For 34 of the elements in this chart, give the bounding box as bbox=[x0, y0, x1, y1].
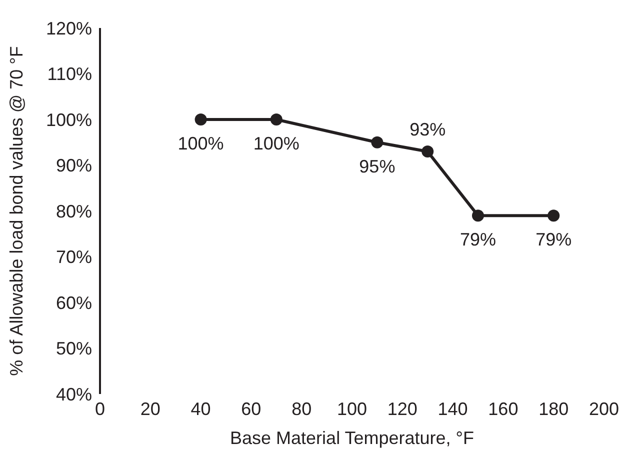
x-tick-label: 20 bbox=[140, 398, 160, 419]
y-tick-label: 50% bbox=[56, 338, 92, 359]
point bbox=[422, 146, 434, 158]
x-axis-title: Base Material Temperature, °F bbox=[230, 428, 474, 448]
x-tick-label: 0 bbox=[94, 398, 106, 419]
x-tick-label: 140 bbox=[438, 398, 468, 419]
x-tick-label: 160 bbox=[488, 398, 518, 419]
text: 95% bbox=[359, 156, 396, 176]
y-tick-label: 60% bbox=[56, 292, 92, 313]
text: 100% bbox=[253, 134, 300, 154]
x-tick-label: 200 bbox=[588, 398, 620, 419]
x-tick-label: 100 bbox=[336, 398, 368, 419]
y-tick-label: 110% bbox=[47, 64, 92, 84]
x-tick-label: 60 bbox=[241, 398, 262, 419]
x-tick-label: 80 bbox=[292, 398, 312, 419]
y-tick-label: 70% bbox=[56, 247, 92, 268]
y-tick-label: 40% bbox=[56, 384, 92, 404]
point bbox=[270, 114, 282, 126]
x-tick-label: 180 bbox=[538, 398, 569, 419]
point bbox=[548, 210, 560, 222]
point bbox=[371, 136, 384, 148]
y-tick-label: 120% bbox=[46, 18, 92, 38]
y-tick-label: 100% bbox=[46, 110, 92, 130]
point bbox=[194, 114, 207, 126]
point bbox=[472, 210, 484, 222]
y-tick-label: 80% bbox=[56, 201, 92, 222]
x-tick-label: 120 bbox=[387, 398, 418, 419]
text: 100% bbox=[178, 134, 224, 154]
y-tick-label: 90% bbox=[56, 156, 92, 176]
text: 79% bbox=[460, 230, 496, 250]
text: 79% bbox=[536, 230, 572, 250]
y-axis-title: % of Allowable load bond values @ 70 °F bbox=[6, 46, 26, 376]
text: 93% bbox=[410, 120, 446, 140]
x-tick-label: 40 bbox=[190, 398, 211, 419]
